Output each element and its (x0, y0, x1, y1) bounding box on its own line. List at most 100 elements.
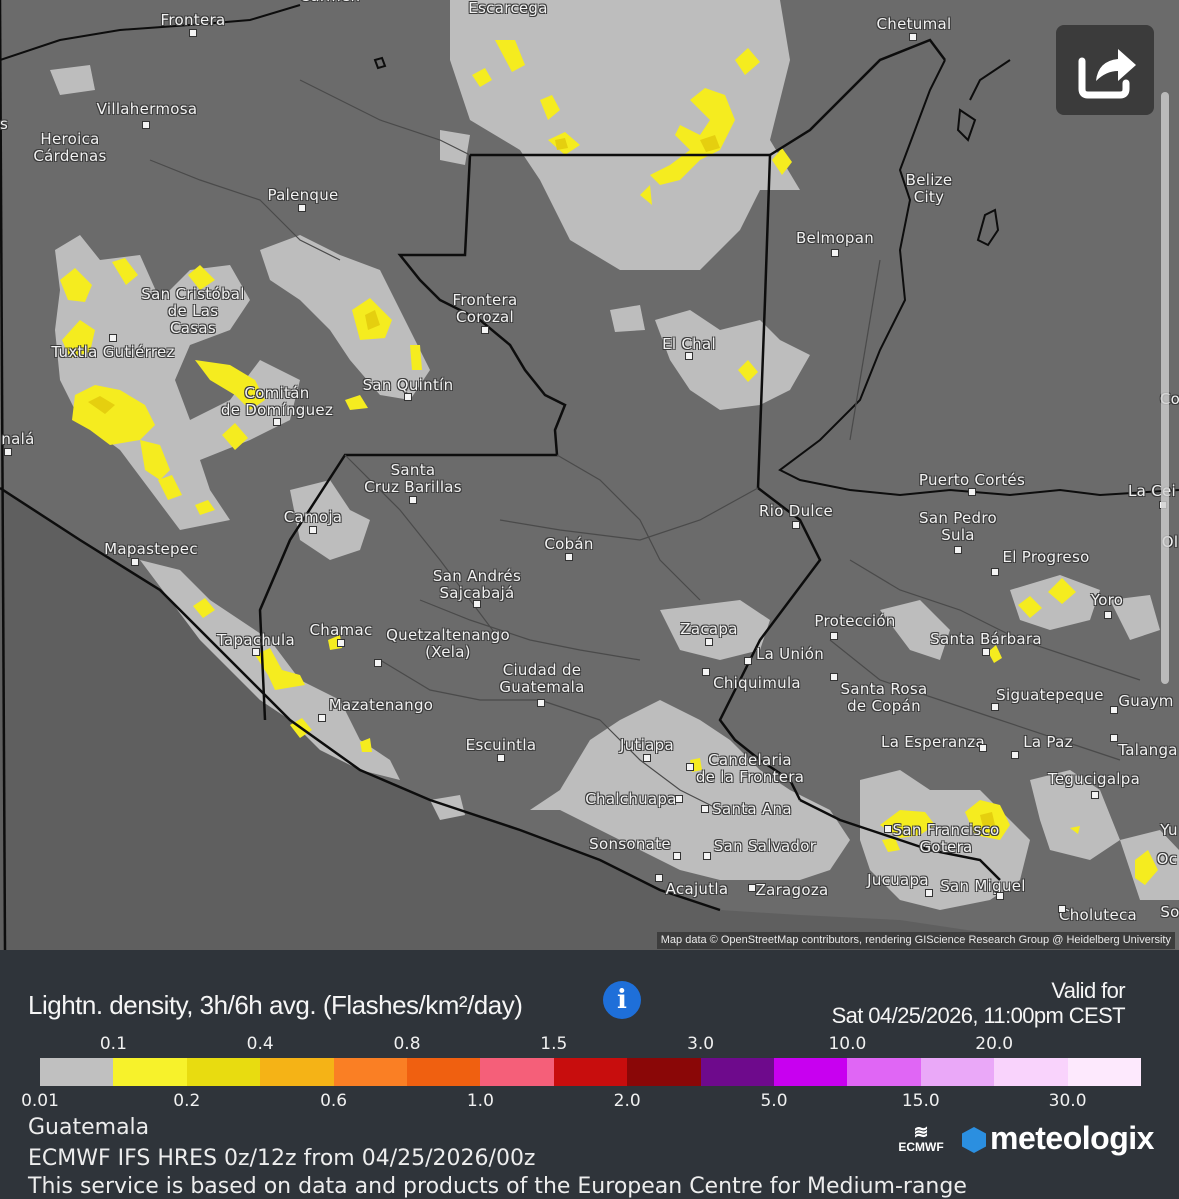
legend-bottom-label: 0.6 (320, 1091, 348, 1111)
city-marker-tonala (4, 448, 12, 456)
city-label-chiquimula: Chiquimula (713, 674, 801, 692)
legend-swatch-1 (113, 1058, 187, 1086)
city-label-belmopan: Belmopan (795, 229, 875, 247)
ecmwf-logo: ≋ ECMWF (893, 1122, 949, 1154)
city-marker-la-paz (1011, 751, 1019, 759)
city-label-sonsonate: Sonsonate (589, 835, 671, 853)
city-label-chetumal: Chetumal (876, 15, 952, 33)
city-marker-la-union (744, 657, 752, 665)
admin-borders (149, 79, 1141, 811)
city-label-quetzaltenango: Quetzaltenango (Xela) (386, 626, 510, 661)
legend-swatch-0 (40, 1058, 114, 1086)
legend-bottom-label: 0.2 (173, 1091, 201, 1111)
city-marker-yoro (1104, 611, 1112, 619)
disclaimer-text: This service is based on data and produc… (28, 1174, 967, 1199)
legend-bottom-label: 30.0 (1048, 1091, 1087, 1111)
city-label-talanga: Talanga (1118, 741, 1178, 759)
map-attribution: Map data © OpenStreetMap contributors, r… (656, 932, 1175, 949)
city-marker-rio-dulce (792, 521, 800, 529)
city-label-belize-city: Belize City (905, 171, 953, 206)
city-label-comitan: Comitán de Domínguez (220, 384, 334, 419)
legend-top-label: 20.0 (975, 1034, 1014, 1054)
density-low-areas (50, 0, 1179, 910)
city-label-edge-s: s (0, 115, 9, 133)
city-marker-frontera-corozal (481, 326, 489, 334)
city-marker-chalchuapa (675, 795, 683, 803)
legend-swatch-3 (260, 1058, 334, 1086)
city-marker-quetzaltenango (374, 659, 382, 667)
legend-top-label: 10.0 (828, 1034, 867, 1054)
city-label-heroica-cardenas: Heroica Cárdenas (33, 130, 107, 165)
city-label-yoro: Yoro (1090, 591, 1124, 609)
ecmwf-logo-text: ECMWF (898, 1140, 944, 1154)
legend-bottom-label: 15.0 (901, 1091, 940, 1111)
city-marker-chetumal (909, 33, 917, 41)
city-marker-tegucigalpa (1091, 791, 1099, 799)
map-canvas (0, 0, 1179, 950)
city-marker-santa-cruz-barillas (409, 496, 417, 504)
city-marker-frontera (189, 29, 197, 37)
city-marker-tapachula (252, 648, 260, 656)
legend-swatch-6 (480, 1058, 554, 1086)
city-label-candelaria: Candelaria de la Frontera (695, 751, 805, 786)
meteologix-logo[interactable]: meteologix (962, 1120, 1154, 1157)
city-marker-guaymaca (1110, 706, 1118, 714)
legend-swatch-8 (627, 1058, 701, 1086)
scrollbar[interactable] (1161, 92, 1169, 684)
city-label-escarcega: Escarcega (468, 0, 548, 17)
city-label-coban: Cobán (544, 535, 594, 553)
city-marker-choluteca (1058, 905, 1066, 913)
city-marker-san-francisco-gotera (884, 825, 892, 833)
region-label: Guatemala (28, 1115, 150, 1140)
city-label-edge-so: So (1160, 903, 1179, 921)
city-label-chamac: Chamac (309, 621, 373, 639)
info-icon[interactable]: i (603, 981, 641, 1019)
city-label-camoja: Camoja (283, 508, 343, 526)
city-label-ciudad-de-guatemala: Ciudad de Guatemala (499, 661, 585, 696)
city-label-zacapa: Zacapa (680, 620, 738, 638)
city-marker-proteccion (830, 632, 838, 640)
ecmwf-logo-icon: ≋ (913, 1122, 929, 1142)
city-label-yuscaran-edge: Yu (1160, 821, 1178, 839)
city-label-villahermosa: Villahermosa (96, 100, 198, 118)
city-marker-santa-ana (701, 805, 709, 813)
city-label-tegucigalpa: Tegucigalpa (1047, 770, 1141, 788)
city-marker-escuintla (497, 754, 505, 762)
city-label-zaragoza: Zaragoza (755, 881, 829, 899)
city-label-santa-barbara: Santa Bárbara (930, 630, 1042, 648)
city-label-ocotal-edge: Oc (1156, 850, 1178, 868)
share-icon (1078, 49, 1136, 99)
valid-time-block: Valid for Sat 04/25/2026, 11:00pm CEST (832, 978, 1126, 1028)
valid-label: Valid for (1051, 978, 1125, 1003)
legend-swatch-4 (333, 1058, 408, 1086)
city-marker-san-pedro-sula (954, 546, 962, 554)
legend-top-label: 3.0 (687, 1034, 715, 1054)
city-marker-jutiapa (643, 754, 651, 762)
brand-name: meteologix (990, 1120, 1154, 1156)
city-label-puerto-cortes: Puerto Cortés (918, 471, 1026, 489)
city-label-guaymaca: Guaym (1118, 692, 1174, 710)
city-marker-siguatepeque (991, 703, 999, 711)
city-label-escuintla: Escuintla (465, 736, 537, 754)
country-borders (0, 0, 1001, 950)
city-label-la-esperanza: La Esperanza (881, 733, 985, 751)
city-label-san-cristobal: San Cristóbal de Las Casas (141, 285, 245, 337)
city-marker-talanga (1110, 734, 1118, 742)
city-label-la-union: La Unión (755, 645, 825, 663)
legend-top-label: 1.5 (540, 1034, 568, 1054)
city-marker-la-esperanza (979, 744, 987, 752)
city-marker-santa-rosa-de-copan (830, 673, 838, 681)
city-marker-el-progreso (991, 568, 999, 576)
city-label-siguatepeque: Siguatepeque (996, 686, 1104, 704)
city-marker-sonsonate (673, 852, 681, 860)
city-label-la-paz: La Paz (1023, 733, 1073, 751)
legend-swatch-13 (994, 1058, 1068, 1086)
legend-swatch-9 (700, 1058, 775, 1086)
city-marker-santa-barbara (982, 648, 990, 656)
city-label-santa-rosa-de-copan: Santa Rosa de Copán (840, 680, 928, 715)
lightning-density-map[interactable]: Frontera Carmen Escarcega Chetumal Villaherm… (0, 0, 1179, 950)
city-marker-mazatenango (318, 714, 326, 722)
legend-bottom-label: 5.0 (760, 1091, 788, 1111)
share-button[interactable] (1056, 25, 1154, 115)
city-marker-san-cristobal (109, 334, 117, 342)
